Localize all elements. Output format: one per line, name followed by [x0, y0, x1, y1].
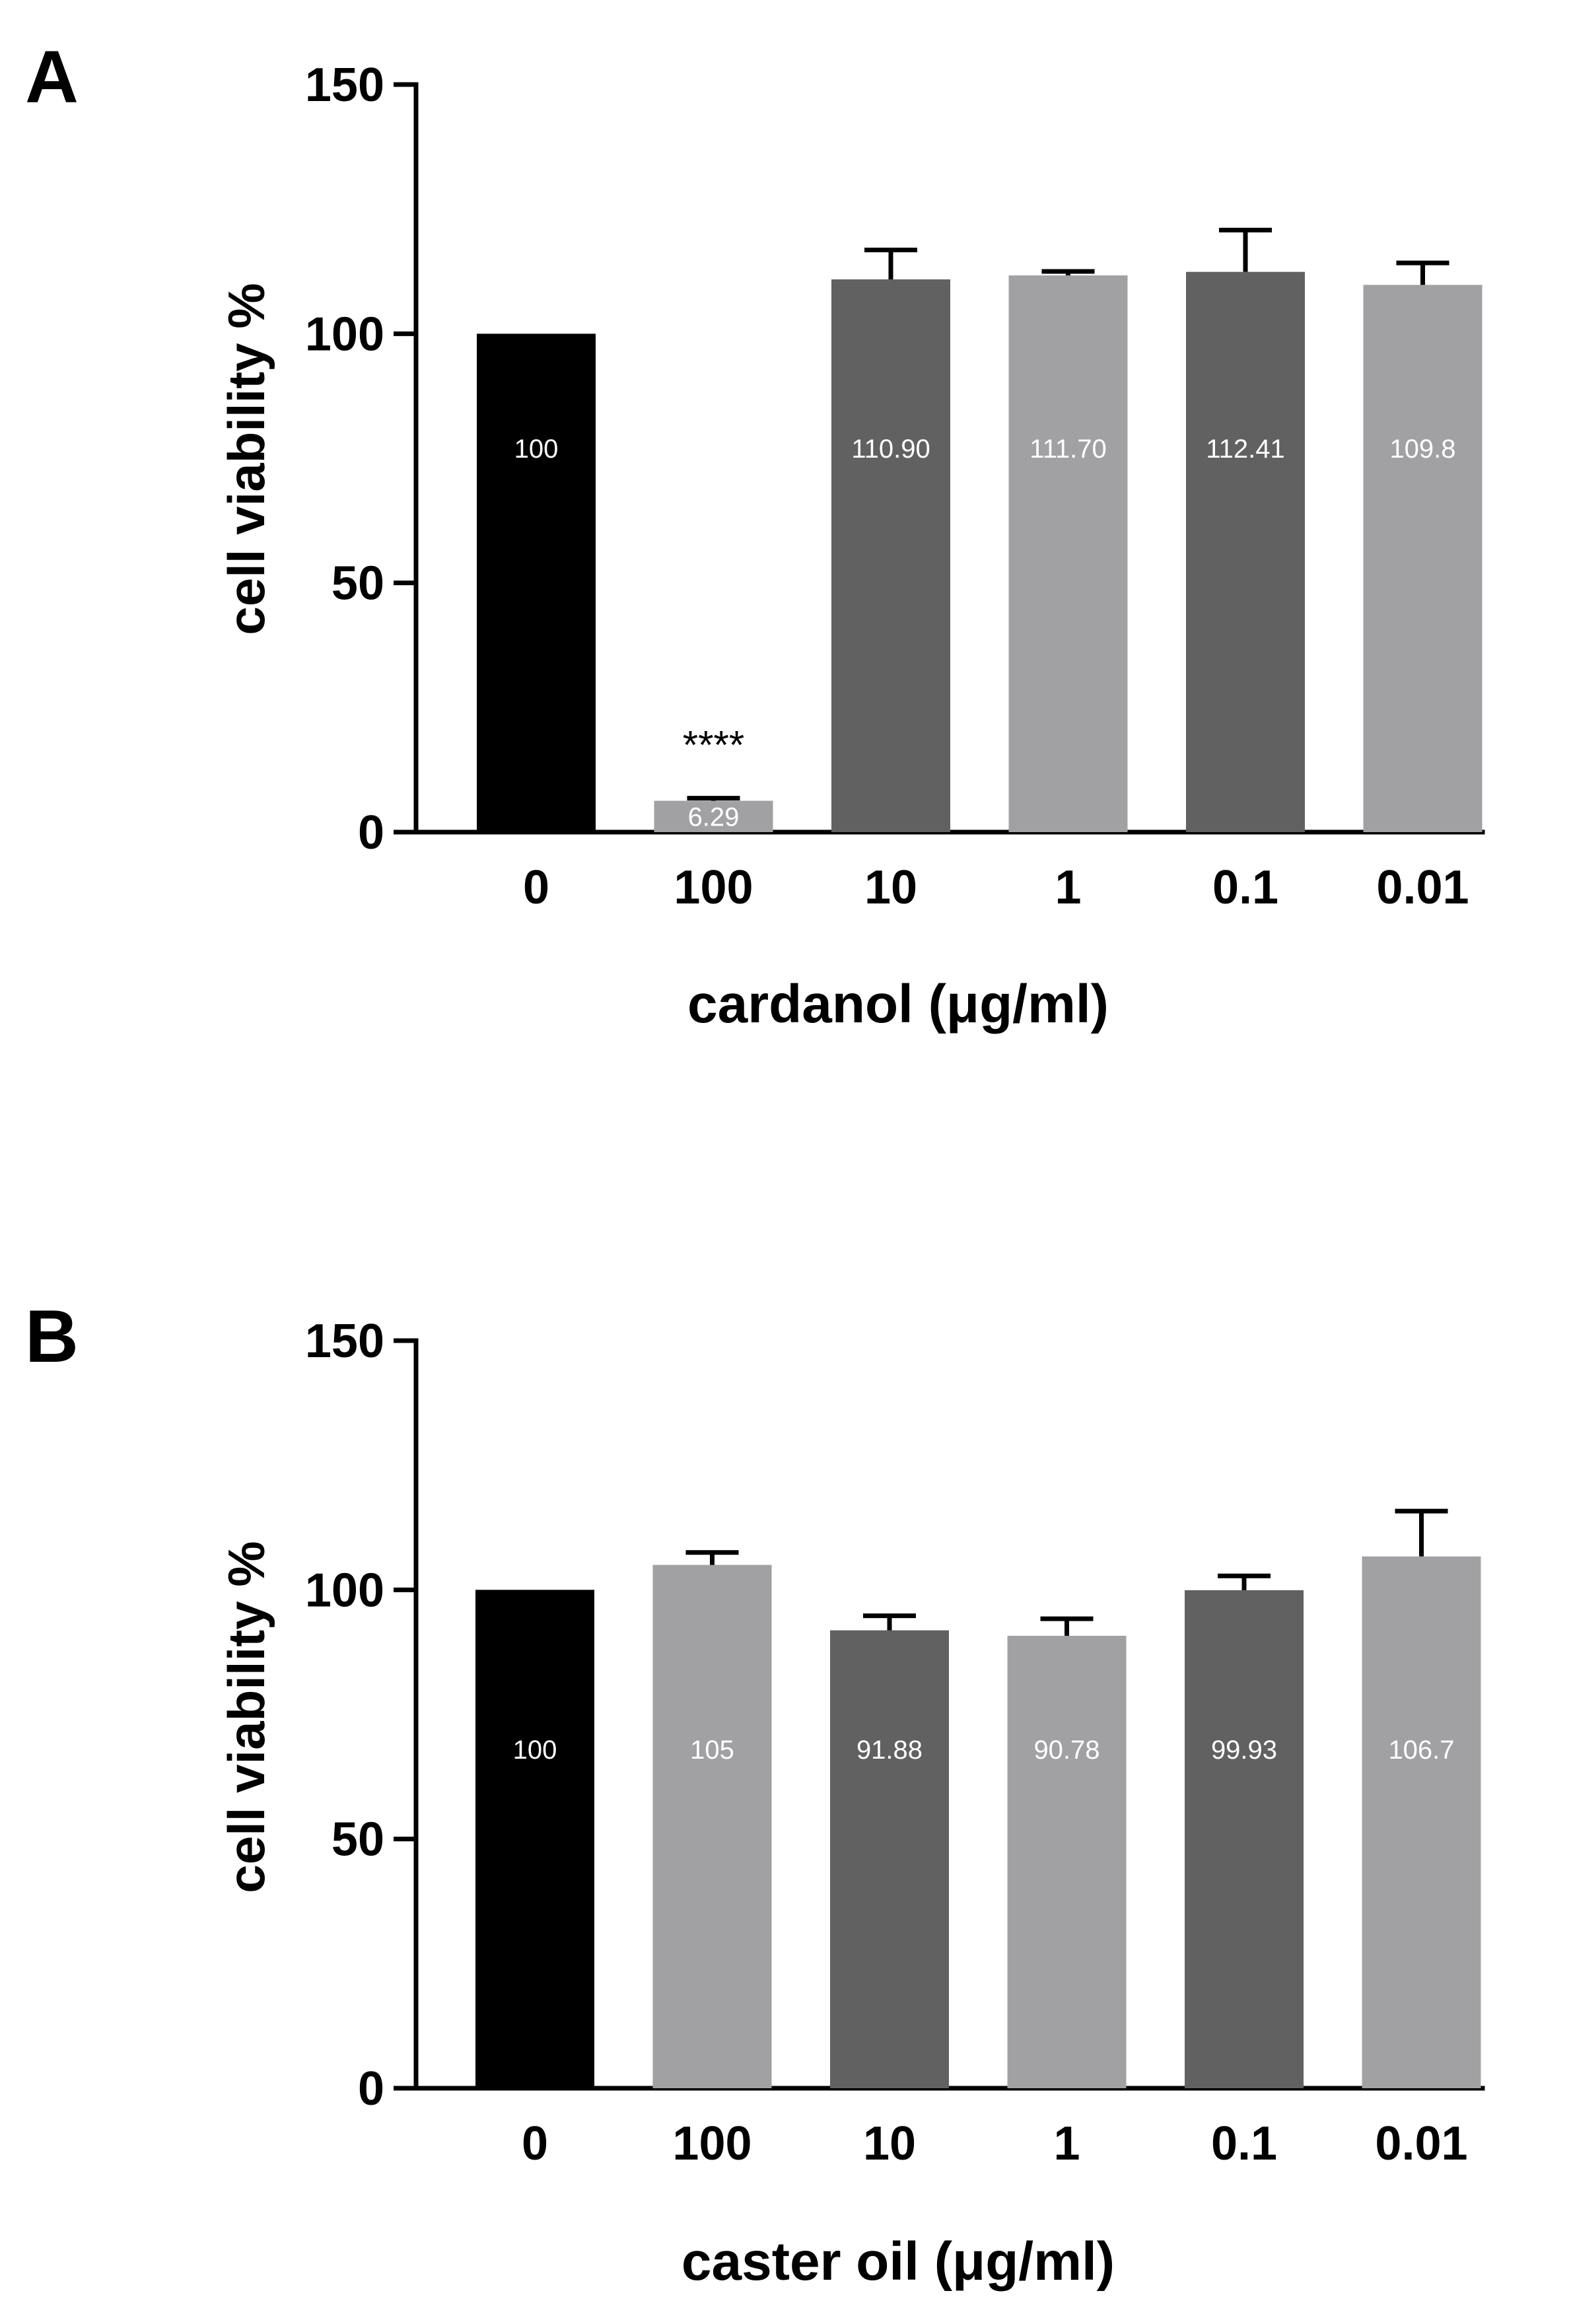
data-label: 110.90	[851, 435, 930, 464]
data-label: 105	[690, 1736, 734, 1765]
panel-b-x-tick-labels: 0 100 10 1 0.1 0.01	[522, 2117, 1468, 2170]
panel-a-y-axis-title: cell viability %	[217, 283, 275, 635]
data-label: 111.70	[1030, 435, 1106, 464]
bar	[1362, 1556, 1481, 2088]
bar	[1007, 1635, 1127, 2088]
bar	[831, 279, 950, 832]
data-label: 100	[514, 435, 559, 464]
x-tick-label: 1	[1053, 2117, 1080, 2170]
data-label: 6.29	[688, 802, 740, 831]
data-label: 106.7	[1388, 1736, 1454, 1765]
y-tick-label: 100	[305, 308, 384, 361]
data-label: 100	[513, 1736, 557, 1765]
panel-b-data-labels: 100 105 91.88 90.78 99.93 106.7	[513, 1736, 1455, 1765]
significance-annotation: ****	[683, 723, 744, 767]
panel-a-x-tick-labels: 0 100 10 1 0.1 0.01	[523, 861, 1469, 914]
y-tick-label: 0	[358, 2062, 384, 2115]
x-tick-label: 0	[522, 2117, 548, 2170]
y-tick-label: 150	[305, 59, 384, 112]
bar	[652, 1565, 772, 2088]
data-label: 112.41	[1206, 435, 1284, 464]
data-label: 90.78	[1033, 1736, 1100, 1765]
x-tick-label: 0.01	[1375, 2117, 1467, 2170]
panel-a-letter: A	[25, 36, 79, 118]
bar	[1186, 271, 1305, 832]
bar	[477, 334, 596, 832]
panel-a-bars	[477, 271, 1483, 833]
data-label: 99.93	[1211, 1736, 1277, 1765]
x-tick-label: 10	[863, 2117, 916, 2170]
x-tick-label: 10	[864, 861, 917, 914]
x-tick-label: 100	[674, 861, 753, 914]
y-tick-label: 50	[332, 557, 384, 610]
data-label: 91.88	[856, 1736, 923, 1765]
bar	[1363, 285, 1483, 833]
x-tick-label: 1	[1055, 861, 1081, 914]
panel-b-bars	[475, 1556, 1481, 2088]
panel-b-y-axis-title: cell viability %	[217, 1541, 275, 1893]
y-tick-label: 100	[305, 1564, 384, 1617]
x-tick-label: 0	[523, 861, 549, 914]
panel-b-letter: B	[25, 1295, 79, 1378]
bar	[1185, 1590, 1304, 2088]
bar	[475, 1590, 594, 2088]
x-tick-label: 0.1	[1212, 861, 1278, 914]
x-tick-label: 100	[672, 2117, 751, 2170]
panel-a-error-bars	[687, 227, 1449, 801]
y-tick-label: 150	[305, 1315, 384, 1368]
bar	[1008, 275, 1128, 832]
panel-b-x-axis-title: caster oil (μg/ml)	[681, 2232, 1115, 2292]
bar	[830, 1630, 949, 2088]
data-label: 109.8	[1389, 435, 1455, 464]
panel-b-error-bars	[685, 1508, 1448, 1636]
y-tick-label: 0	[358, 806, 384, 859]
x-tick-label: 0.1	[1211, 2117, 1277, 2170]
panel-a-x-axis-title: cardanol (μg/ml)	[687, 974, 1109, 1034]
bar	[654, 800, 773, 832]
x-tick-label: 0.01	[1376, 861, 1469, 914]
y-tick-label: 50	[332, 1813, 384, 1866]
panel-a-annotations: ****	[683, 723, 744, 767]
panel-a-data-labels: 100 6.29 110.90 111.70 112.41 109.8	[514, 435, 1456, 831]
